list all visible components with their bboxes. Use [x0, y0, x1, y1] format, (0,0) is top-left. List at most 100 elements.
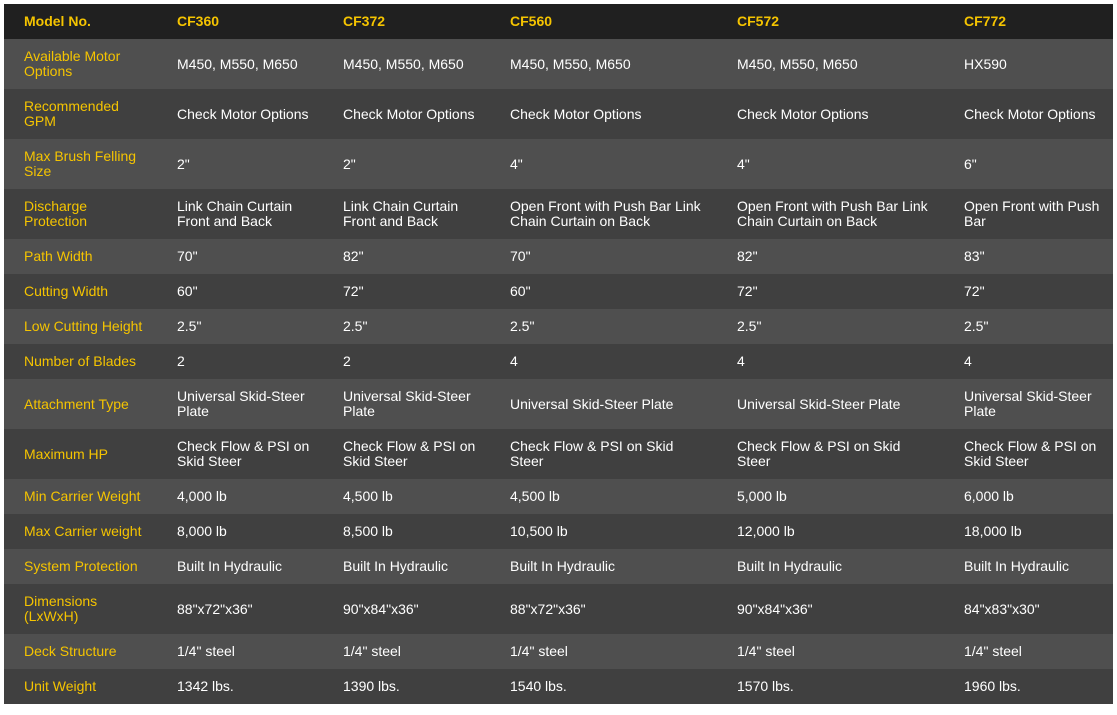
- table-row: Maximum HP Check Flow & PSI on Skid Steer…: [4, 429, 1113, 479]
- table-cell: Built In Hydraulic: [323, 549, 490, 584]
- row-label: Recommended GPM: [4, 89, 157, 139]
- row-label: Available Motor Options: [4, 39, 157, 89]
- table-cell: Built In Hydraulic: [157, 549, 323, 584]
- table-row: Dimensions (LxWxH) 88"x72"x36" 90"x84"x36"…: [4, 584, 1113, 634]
- table-cell: 72": [717, 274, 944, 309]
- row-label: Path Width: [4, 239, 157, 274]
- table-cell: 4": [490, 139, 717, 189]
- row-label: Maximum HP: [4, 429, 157, 479]
- table-cell: 8,000 lb: [157, 514, 323, 549]
- header-model: CF360: [157, 4, 323, 39]
- table-cell: 90"x84"x36": [323, 584, 490, 634]
- header-model: CF560: [490, 4, 717, 39]
- table-row: Max Carrier weight 8,000 lb 8,500 lb 10,500…: [4, 514, 1113, 549]
- table-cell: 90"x84"x36": [717, 584, 944, 634]
- row-label: Unit Weight: [4, 669, 157, 704]
- table-row: Path Width 70" 82" 70" 82" 83": [4, 239, 1113, 274]
- table-cell: 72": [323, 274, 490, 309]
- table-cell: Link Chain Curtain Front and Back: [323, 189, 490, 239]
- table-cell: 60": [490, 274, 717, 309]
- table-cell: Check Motor Options: [157, 89, 323, 139]
- table-cell: Check Motor Options: [490, 89, 717, 139]
- table-cell: 1/4" steel: [323, 634, 490, 669]
- table-cell: 4,000 lb: [157, 479, 323, 514]
- table-row: Low Cutting Height 2.5" 2.5" 2.5" 2.5" 2.5": [4, 309, 1113, 344]
- table-row: Available Motor Options M450, M550, M650 M…: [4, 39, 1113, 89]
- table-cell: 6": [944, 139, 1113, 189]
- table-cell: Built In Hydraulic: [944, 549, 1113, 584]
- table-cell: 1390 lbs.: [323, 669, 490, 704]
- table-cell: Check Flow & PSI on Skid Steer: [717, 429, 944, 479]
- table-row: Max Brush Felling Size 2" 2" 4" 4" 6": [4, 139, 1113, 189]
- row-label: Discharge Protection: [4, 189, 157, 239]
- table-cell: 88"x72"x36": [490, 584, 717, 634]
- table-cell: 12,000 lb: [717, 514, 944, 549]
- header-model: CF772: [944, 4, 1113, 39]
- table-cell: Check Flow & PSI on Skid Steer: [944, 429, 1113, 479]
- table-cell: 2.5": [157, 309, 323, 344]
- row-label: Cutting Width: [4, 274, 157, 309]
- table-cell: 1342 lbs.: [157, 669, 323, 704]
- table-row: Deck Structure 1/4" steel 1/4" steel 1/4" s…: [4, 634, 1113, 669]
- header-model: CF572: [717, 4, 944, 39]
- table-cell: Open Front with Push Bar: [944, 189, 1113, 239]
- table-cell: 82": [717, 239, 944, 274]
- table-row: Cutting Width 60" 72" 60" 72" 72": [4, 274, 1113, 309]
- row-label: Max Brush Felling Size: [4, 139, 157, 189]
- table-cell: 18,000 lb: [944, 514, 1113, 549]
- table-cell: Check Motor Options: [717, 89, 944, 139]
- table-cell: 84"x83"x30": [944, 584, 1113, 634]
- table-cell: 2.5": [717, 309, 944, 344]
- row-label: Max Carrier weight: [4, 514, 157, 549]
- table-cell: M450, M550, M650: [490, 39, 717, 89]
- table-cell: 1/4" steel: [490, 634, 717, 669]
- table-cell: 70": [157, 239, 323, 274]
- table-cell: 4,500 lb: [490, 479, 717, 514]
- table-row: System Protection Built In Hydraulic Built…: [4, 549, 1113, 584]
- table-cell: M450, M550, M650: [717, 39, 944, 89]
- table-cell: 1/4" steel: [717, 634, 944, 669]
- table-cell: 4: [944, 344, 1113, 379]
- table-cell: M450, M550, M650: [157, 39, 323, 89]
- table-cell: 10,500 lb: [490, 514, 717, 549]
- table-cell: 1570 lbs.: [717, 669, 944, 704]
- table-cell: HX590: [944, 39, 1113, 89]
- row-label: Attachment Type: [4, 379, 157, 429]
- table-cell: 4: [490, 344, 717, 379]
- row-label: Min Carrier Weight: [4, 479, 157, 514]
- table-cell: Link Chain Curtain Front and Back: [157, 189, 323, 239]
- table-row: Discharge Protection Link Chain Curtain F…: [4, 189, 1113, 239]
- table-cell: 2": [323, 139, 490, 189]
- row-label: Dimensions (LxWxH): [4, 584, 157, 634]
- table-row: Recommended GPM Check Motor Options Check …: [4, 89, 1113, 139]
- table-row: Number of Blades 2 2 4 4 4: [4, 344, 1113, 379]
- table-cell: Universal Skid-Steer Plate: [323, 379, 490, 429]
- table-cell: Check Motor Options: [323, 89, 490, 139]
- table-cell: Built In Hydraulic: [717, 549, 944, 584]
- table-cell: 1960 lbs.: [944, 669, 1113, 704]
- table-cell: M450, M550, M650: [323, 39, 490, 89]
- table-cell: 2": [157, 139, 323, 189]
- table-row: Attachment Type Universal Skid-Steer Plat…: [4, 379, 1113, 429]
- table-cell: Check Flow & PSI on Skid Steer: [323, 429, 490, 479]
- table-cell: 83": [944, 239, 1113, 274]
- table-cell: Check Flow & PSI on Skid Steer: [157, 429, 323, 479]
- table-cell: Universal Skid-Steer Plate: [490, 379, 717, 429]
- table-cell: 72": [944, 274, 1113, 309]
- table-cell: 2.5": [944, 309, 1113, 344]
- table-cell: 4": [717, 139, 944, 189]
- table-cell: 1/4" steel: [157, 634, 323, 669]
- header-model-label: Model No.: [4, 4, 157, 39]
- table-cell: Universal Skid-Steer Plate: [717, 379, 944, 429]
- table-cell: Open Front with Push Bar Link Chain Curt…: [490, 189, 717, 239]
- table-cell: 4: [717, 344, 944, 379]
- row-label: Low Cutting Height: [4, 309, 157, 344]
- table-cell: 1/4" steel: [944, 634, 1113, 669]
- table-cell: 2.5": [323, 309, 490, 344]
- table-cell: 82": [323, 239, 490, 274]
- header-row: Model No. CF360 CF372 CF560 CF572 CF772: [4, 4, 1113, 39]
- table-cell: Check Flow & PSI on Skid Steer: [490, 429, 717, 479]
- table-cell: Built In Hydraulic: [490, 549, 717, 584]
- table-cell: Universal Skid-Steer Plate: [157, 379, 323, 429]
- table-row: Unit Weight 1342 lbs. 1390 lbs. 1540 lbs. 15…: [4, 669, 1113, 704]
